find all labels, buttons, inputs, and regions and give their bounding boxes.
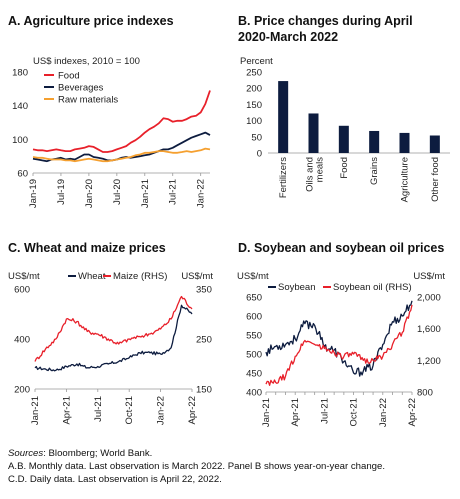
a-x-tick-label: Jan-20	[84, 179, 95, 208]
a-y-tick-label: 180	[12, 68, 28, 79]
b-x-tick-label: meals	[315, 157, 326, 183]
c-series-line-maize-rhs-	[34, 295, 193, 362]
b-y-tick-label: 100	[246, 116, 262, 127]
d-legend-label: Soybean oil (RHS)	[333, 282, 412, 293]
d-x-tick-label: Oct-21	[349, 398, 360, 427]
b-y-tick-label: 0	[257, 149, 262, 160]
b-x-tick-label: Food	[339, 157, 350, 179]
sources-label: Sources	[8, 448, 44, 459]
c-x-tick-label: Jul-21	[93, 396, 104, 422]
b-bar-agriculture	[399, 132, 410, 153]
b-x-tick-label: Other food	[430, 157, 441, 202]
b-x-tick-label: Agriculture	[400, 157, 411, 202]
c-y-tick-label-left: 400	[14, 335, 30, 346]
c-series-line-wheat	[34, 304, 193, 372]
c-y-tick-label-left: 600	[14, 285, 30, 296]
a-y-tick-label: 140	[12, 101, 28, 112]
c-y-tick-label-right: 150	[196, 385, 212, 396]
d-y-tick-label-left: 550	[246, 331, 262, 342]
note-ab: A.B. Monthly data. Last observation is M…	[8, 461, 386, 472]
b-x-tick-label: Grains	[369, 157, 380, 185]
d-y-axis-label-left: US$/mt	[237, 271, 269, 282]
a-x-tick-label: Jan-21	[140, 179, 151, 208]
d-y-tick-label-right: 1,600	[417, 324, 441, 335]
d-x-tick-label: Jan-21	[261, 398, 272, 427]
d-y-tick-label-left: 650	[246, 293, 262, 304]
a-x-tick-label: Jul-20	[112, 179, 123, 205]
a-legend-label: Food	[58, 71, 80, 82]
c-y-axis-label-right: US$/mt	[181, 271, 213, 282]
a-y-axis-label: US$ indexes, 2010 = 100	[33, 56, 140, 67]
c-x-tick-label: Jan-21	[30, 396, 41, 425]
panel-d-title: D. Soybean and soybean oil prices	[238, 241, 445, 255]
a-x-tick-label: Jan-22	[196, 179, 207, 208]
b-y-axis-label: Percent	[240, 56, 273, 67]
d-x-tick-label: Apr-22	[407, 398, 418, 427]
a-x-tick-label: Jan-19	[28, 179, 39, 208]
c-y-tick-label-right: 350	[196, 285, 212, 296]
c-y-tick-label-left: 200	[14, 385, 30, 396]
b-y-tick-label: 200	[246, 84, 262, 95]
d-y-tick-label-left: 500	[246, 350, 262, 361]
b-y-tick-label: 150	[246, 100, 262, 111]
d-series-line-soybean-oil-rhs-	[265, 304, 413, 386]
c-legend-label: Maize (RHS)	[113, 271, 167, 282]
c-x-tick-label: Apr-22	[187, 396, 198, 425]
b-bar-grains	[369, 130, 380, 153]
d-y-tick-label-right: 2,000	[417, 293, 441, 304]
c-x-tick-label: Oct-21	[124, 396, 135, 425]
d-y-tick-label-right: 800	[417, 388, 433, 399]
panel-b-title-line2: 2020-March 2022	[238, 30, 339, 44]
a-series-line-food	[32, 90, 211, 153]
b-x-tick-label: Oils and	[305, 157, 316, 192]
b-bar-oils-and-meals	[308, 113, 319, 153]
b-y-tick-label: 250	[246, 68, 262, 79]
c-legend-label: Wheat	[78, 271, 106, 282]
d-series-line-soybean	[265, 300, 413, 377]
a-series-line-raw-materials	[32, 147, 211, 163]
b-bar-fertilizers	[278, 81, 289, 153]
note-cd: C.D. Daily data. Last observation is Apr…	[8, 474, 222, 485]
a-y-tick-label: 100	[12, 135, 28, 146]
c-x-tick-label: Apr-21	[61, 396, 72, 425]
panel-a-title: A. Agriculture price indexes	[8, 14, 174, 28]
panel-c-title: C. Wheat and maize prices	[8, 241, 166, 255]
d-y-tick-label-right: 1,200	[417, 356, 441, 367]
d-y-tick-label-left: 600	[246, 312, 262, 323]
d-x-tick-label: Jan-22	[378, 398, 389, 427]
d-x-tick-label: Apr-21	[290, 398, 301, 427]
a-x-tick-label: Jul-21	[168, 179, 179, 205]
sources-note: Sources: Bloomberg; World Bank.	[8, 447, 385, 460]
footnotes: Sources: Bloomberg; World Bank. A.B. Mon…	[8, 447, 385, 486]
c-y-tick-label-right: 250	[196, 335, 212, 346]
d-legend-label: Soybean	[278, 282, 316, 293]
b-bar-other-food	[429, 135, 440, 153]
c-y-axis-label-left: US$/mt	[8, 271, 40, 282]
a-x-tick-label: Jul-19	[56, 179, 67, 205]
sources-text: : Bloomberg; World Bank.	[43, 448, 153, 459]
c-x-tick-label: Jan-22	[156, 396, 167, 425]
a-legend-label: Raw materials	[58, 95, 118, 106]
d-x-tick-label: Jul-21	[319, 398, 330, 424]
a-legend-label: Beverages	[58, 83, 104, 94]
d-y-tick-label-left: 400	[246, 388, 262, 399]
d-y-axis-label-right: US$/mt	[413, 271, 445, 282]
b-y-tick-label: 50	[251, 132, 262, 143]
panel-b-title-line1: B. Price changes during April	[238, 14, 413, 28]
b-x-tick-label: Fertilizers	[278, 157, 289, 198]
b-bar-food	[338, 125, 349, 153]
a-y-tick-label: 60	[17, 169, 28, 180]
d-y-tick-label-left: 450	[246, 369, 262, 380]
